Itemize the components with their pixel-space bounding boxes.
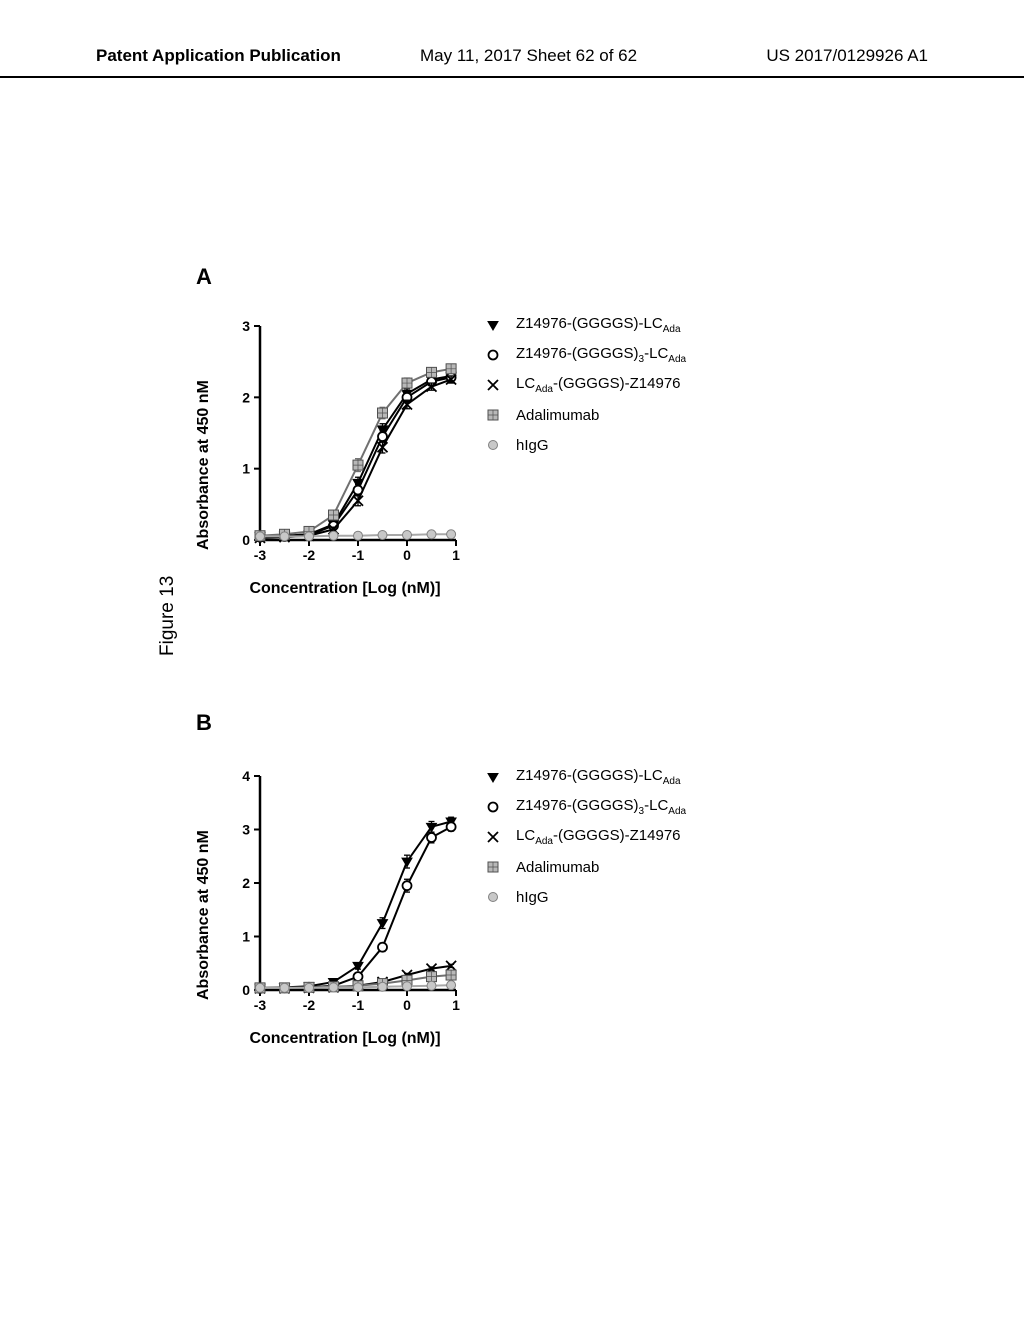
legend-item: Adalimumab	[480, 400, 686, 430]
legend-label: hIgG	[516, 437, 549, 454]
legend-item: LCAda-(GGGGS)-Z14976	[480, 822, 686, 852]
legend-marker-icon	[480, 886, 506, 908]
legend-label: Adalimumab	[516, 407, 599, 424]
legend-marker-icon	[480, 374, 506, 396]
legend-label: Z14976-(GGGGS)-LCAda	[516, 315, 681, 335]
ylabel-a: Absorbance at 450 nM	[195, 380, 213, 550]
figure-label: Figure 13	[157, 576, 179, 656]
legend-item: hIgG	[480, 430, 686, 460]
svg-text:0: 0	[242, 982, 250, 998]
legend-marker-icon	[480, 826, 506, 848]
legend-label: hIgG	[516, 889, 549, 906]
svg-text:-2: -2	[303, 997, 316, 1013]
legend-marker-icon	[480, 434, 506, 456]
legend-marker-icon	[480, 314, 506, 336]
legend-marker-icon	[480, 766, 506, 788]
chart-b: -3 -2 -1 0 1 0 1 2 3 4	[232, 770, 462, 1020]
svg-text:0: 0	[242, 532, 250, 548]
legend-label: Adalimumab	[516, 859, 599, 876]
svg-text:0: 0	[403, 547, 411, 563]
legend-item: Z14976-(GGGGS)-LCAda	[480, 762, 686, 792]
ylabel-b: Absorbance at 450 nM	[195, 830, 213, 1000]
svg-text:2: 2	[242, 875, 250, 891]
xlabel-a: Concentration [Log (nM)]	[235, 580, 455, 598]
legend-item: Adalimumab	[480, 852, 686, 882]
svg-text:3: 3	[242, 822, 250, 838]
header-right-text: US 2017/0129926 A1	[766, 46, 928, 66]
svg-text:1: 1	[242, 461, 250, 477]
legend-label: Z14976-(GGGGS)3-LCAda	[516, 797, 686, 817]
chart-b-svg: -3 -2 -1 0 1 0 1 2 3 4	[232, 770, 462, 1020]
svg-text:-3: -3	[254, 997, 267, 1013]
legend-item: Z14976-(GGGGS)3-LCAda	[480, 340, 686, 370]
xlabel-b: Concentration [Log (nM)]	[235, 1030, 455, 1048]
legend-marker-icon	[480, 796, 506, 818]
legend-marker-icon	[480, 404, 506, 426]
legend-label: LCAda-(GGGGS)-Z14976	[516, 827, 681, 847]
legend-item: hIgG	[480, 882, 686, 912]
page: Patent Application Publication May 11, 2…	[0, 0, 1024, 1320]
header-left-text: Patent Application Publication	[96, 46, 341, 66]
panel-label-a: A	[196, 264, 212, 290]
legend-b: Z14976-(GGGGS)-LCAda Z14976-(GGGGS)3-LCAd…	[480, 762, 686, 912]
svg-text:-1: -1	[352, 997, 365, 1013]
panel-label-b: B	[196, 710, 212, 736]
svg-text:-1: -1	[352, 547, 365, 563]
legend-item: Z14976-(GGGGS)-LCAda	[480, 310, 686, 340]
svg-text:2: 2	[242, 389, 250, 405]
svg-text:1: 1	[452, 997, 460, 1013]
chart-a: -3 -2 -1 0 1 0 1 2 3	[232, 320, 462, 570]
svg-text:-3: -3	[254, 547, 267, 563]
legend-label: Z14976-(GGGGS)3-LCAda	[516, 345, 686, 365]
legend-a: Z14976-(GGGGS)-LCAda Z14976-(GGGGS)3-LCAd…	[480, 310, 686, 460]
legend-label: Z14976-(GGGGS)-LCAda	[516, 767, 681, 787]
svg-text:3: 3	[242, 320, 250, 334]
legend-marker-icon	[480, 344, 506, 366]
legend-marker-icon	[480, 856, 506, 878]
chart-a-svg: -3 -2 -1 0 1 0 1 2 3	[232, 320, 462, 570]
svg-text:-2: -2	[303, 547, 316, 563]
legend-item: Z14976-(GGGGS)3-LCAda	[480, 792, 686, 822]
legend-item: LCAda-(GGGGS)-Z14976	[480, 370, 686, 400]
page-header: Patent Application Publication May 11, 2…	[0, 46, 1024, 78]
svg-text:0: 0	[403, 997, 411, 1013]
svg-text:1: 1	[242, 929, 250, 945]
legend-label: LCAda-(GGGGS)-Z14976	[516, 375, 681, 395]
header-center-text: May 11, 2017 Sheet 62 of 62	[420, 46, 637, 66]
svg-text:1: 1	[452, 547, 460, 563]
svg-text:4: 4	[242, 770, 250, 784]
